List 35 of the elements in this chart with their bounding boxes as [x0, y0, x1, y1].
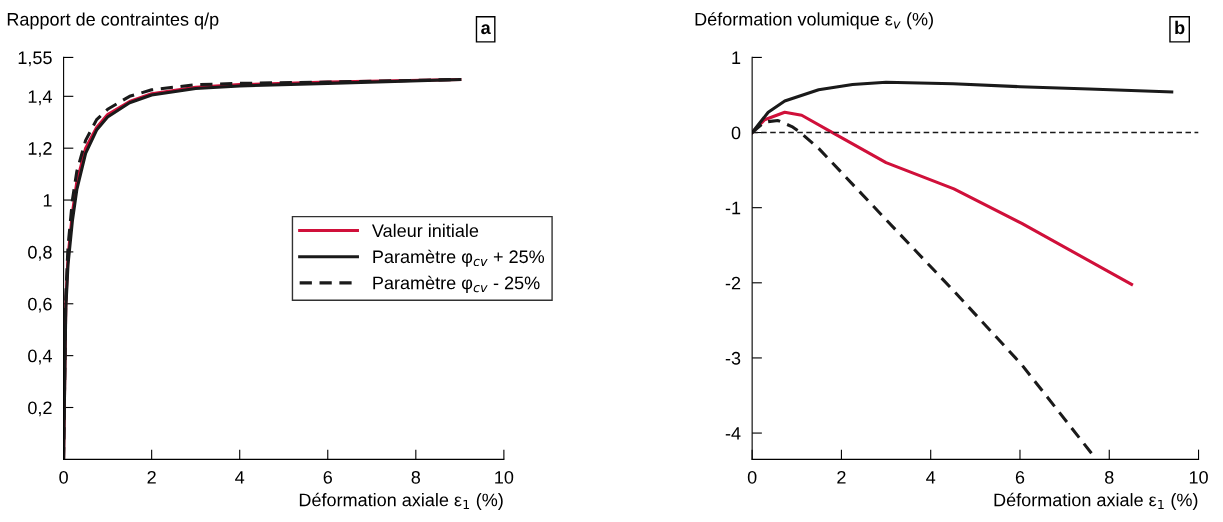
- y-tick-label: 0,6: [28, 297, 52, 313]
- y-tick-label: -1: [725, 201, 741, 215]
- x-tick-label: 6: [323, 470, 332, 484]
- x-tick-label: 2: [147, 470, 156, 484]
- y-axis-title: Rapport de contraintes q/p: [7, 12, 219, 30]
- x-tick-label: 4: [926, 471, 936, 484]
- y-tick-label: 1,2: [28, 142, 52, 158]
- y-axis-title: Déformation volumique ε$_{v}$ (%): [695, 12, 933, 30]
- text: a: [481, 24, 491, 35]
- x-tick-label: 6: [1015, 470, 1025, 484]
- x-tick-label: 0: [747, 470, 757, 484]
- legend-label: Paramètre φ$_{cv}$ + 25%: [373, 249, 545, 267]
- y-tick-label: -4: [725, 427, 741, 440]
- legend-label: Valeur initiale: [371, 223, 479, 238]
- y-tick-label: 1: [43, 194, 52, 207]
- y-tick-label: -3: [725, 351, 741, 365]
- x-tick-label: 10: [1189, 470, 1208, 484]
- x-tick-label: 8: [1105, 470, 1114, 484]
- y-tick-label: 1: [732, 51, 741, 64]
- x-axis-title: Déformation axiale ε$_{1}$ (%): [299, 492, 503, 510]
- y-tick-label: 1,55: [18, 51, 52, 67]
- x-tick-label: 2: [837, 470, 846, 484]
- x-tick-label: 8: [411, 470, 421, 484]
- x-axis-title: Déformation axiale ε$_{1}$ (%): [994, 492, 1198, 510]
- x-tick-label: 10: [495, 470, 514, 484]
- y-tick-label: 0,4: [28, 349, 52, 365]
- x-tick-label: 0: [59, 470, 68, 484]
- y-tick-label: 1,4: [28, 90, 52, 106]
- x-tick-label: 4: [235, 471, 245, 484]
- y-tick-label: 0,2: [28, 401, 52, 417]
- y-tick-label: 0,8: [28, 245, 52, 261]
- legend-label: Paramètre φ$_{cv}$ - 25%: [373, 275, 540, 293]
- y-tick-label: -2: [725, 276, 741, 290]
- text: b: [1175, 20, 1185, 35]
- y-tick-label: 0: [731, 126, 741, 140]
